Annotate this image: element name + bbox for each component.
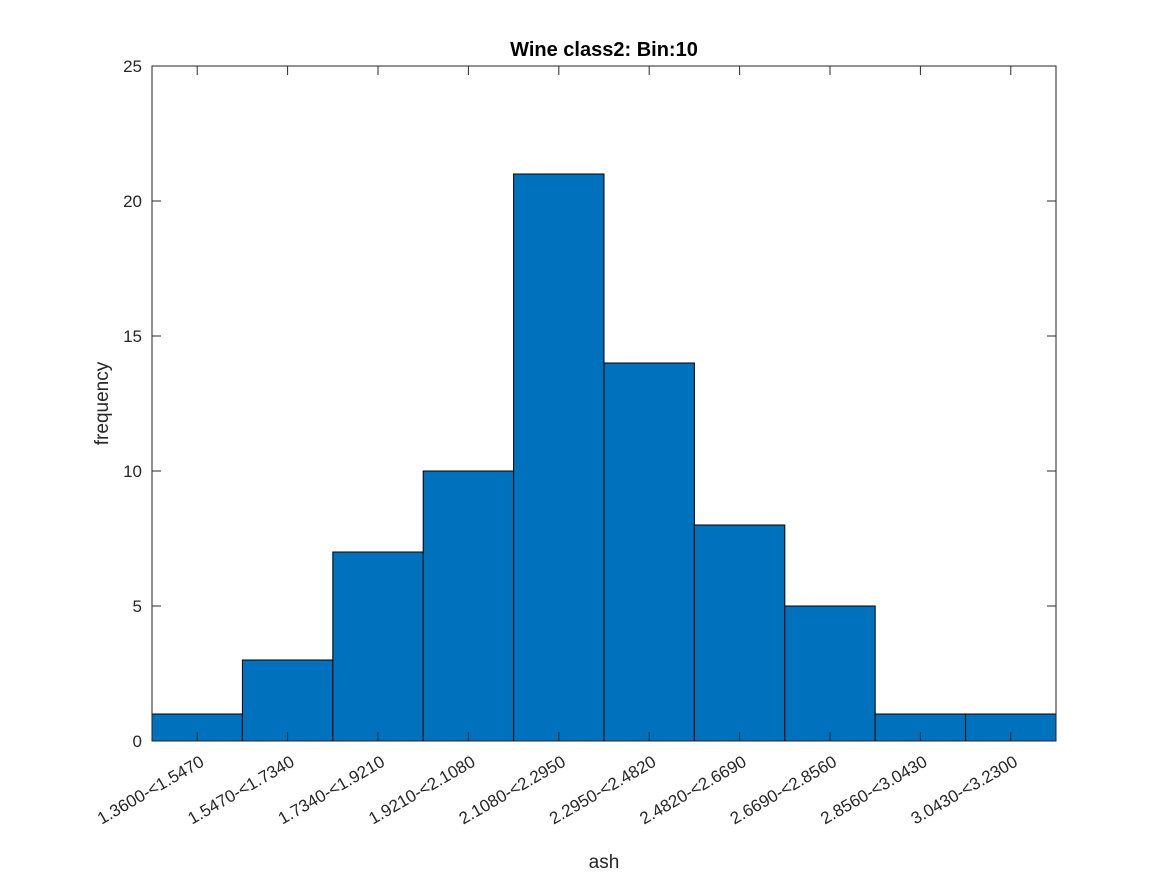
y-axis-label: frequency — [92, 361, 113, 445]
axes-box — [151, 65, 1057, 742]
bar-7 — [693, 524, 786, 742]
axes-group — [151, 65, 1057, 742]
bar-6 — [603, 362, 695, 742]
bar-5 — [513, 173, 605, 742]
bar-4 — [422, 470, 515, 742]
y-tick-label: 5 — [133, 597, 142, 616]
y-tick-label: 10 — [123, 462, 142, 481]
y-tick-label: 20 — [123, 192, 142, 211]
bar-8 — [784, 605, 876, 742]
y-tick-label: 25 — [123, 57, 142, 76]
chart-title: Wine class2: Bin:10 — [510, 39, 698, 61]
bars-group — [151, 173, 1057, 742]
x-axis-label: ash — [589, 852, 620, 873]
y-tick-label: 15 — [123, 327, 142, 346]
bar-2 — [241, 659, 334, 742]
bar-3 — [332, 551, 424, 742]
y-tick-label: 0 — [133, 732, 142, 751]
y-ticks-group: 0 5 10 15 20 25 — [123, 57, 1056, 751]
